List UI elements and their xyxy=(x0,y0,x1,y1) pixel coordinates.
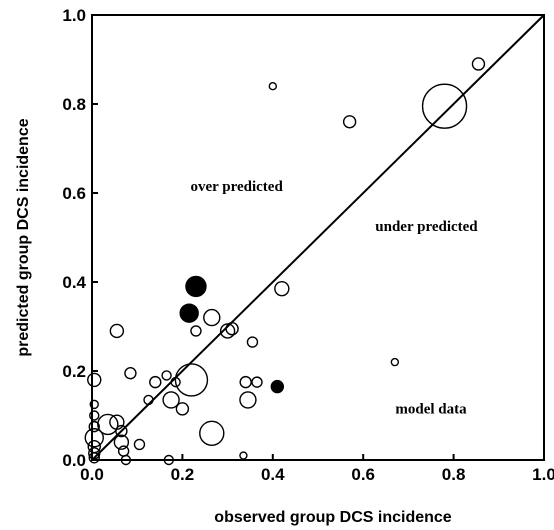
data-point xyxy=(89,410,100,421)
data-point xyxy=(251,376,263,388)
x-tick-label: 0.8 xyxy=(442,465,466,484)
data-point xyxy=(109,323,125,339)
data-point xyxy=(239,375,252,389)
x-tick-label: 0.2 xyxy=(171,465,195,484)
data-point xyxy=(225,322,239,336)
y-axis-label: predicted group DCS incidence xyxy=(15,118,32,356)
data-point xyxy=(162,391,180,409)
data-point xyxy=(88,447,101,460)
data-point xyxy=(89,399,99,410)
data-point xyxy=(88,420,100,433)
plot-frame xyxy=(91,14,545,461)
data-point xyxy=(124,367,137,380)
x-axis-label: observed group DCS incidence xyxy=(214,509,451,526)
filled-data-point xyxy=(270,379,285,394)
data-point xyxy=(203,308,221,327)
data-point xyxy=(190,325,202,337)
data-point xyxy=(97,413,119,436)
y-tick-label: 0.6 xyxy=(62,184,86,203)
y-tick-label: 0.0 xyxy=(62,451,86,470)
data-point xyxy=(268,81,277,91)
annotation-label: under predicted xyxy=(375,219,478,235)
data-point xyxy=(170,376,181,388)
annotation-label: model data xyxy=(395,401,467,417)
data-point xyxy=(88,452,100,464)
data-point xyxy=(239,391,257,409)
tick-labels: 0.0 0.2 0.4 0.6 0.8 1.0 0.0 0.2 0.4 0.6 0.8 1.0 xyxy=(62,6,554,484)
data-point xyxy=(163,454,175,466)
identity-line xyxy=(91,14,545,461)
data-point xyxy=(84,428,104,448)
x-tick-label: 0.0 xyxy=(80,465,104,484)
y-tick-label: 0.8 xyxy=(62,95,86,114)
x-tick-label: 1.0 xyxy=(532,465,554,484)
data-point xyxy=(421,83,468,129)
data-point xyxy=(113,434,130,450)
data-point xyxy=(161,370,172,381)
y-tick-label: 0.2 xyxy=(62,362,86,381)
data-point xyxy=(115,424,128,438)
data-point xyxy=(342,115,357,129)
data-point xyxy=(246,336,259,348)
x-tick-label: 0.6 xyxy=(351,465,375,484)
annotations: over predicted under predicted model data xyxy=(190,179,478,418)
data-point xyxy=(87,372,102,388)
x-tick-label: 0.4 xyxy=(261,465,285,484)
annotation-label: over predicted xyxy=(190,179,283,195)
data-point xyxy=(149,375,162,389)
data-point xyxy=(117,445,130,457)
data-point xyxy=(199,420,225,446)
data-point xyxy=(120,454,132,466)
data-point xyxy=(174,363,209,397)
data-point xyxy=(175,402,190,416)
data-point xyxy=(133,438,146,451)
y-tick-label: 1.0 xyxy=(62,6,86,25)
data-point xyxy=(239,451,248,460)
data-point xyxy=(143,394,154,406)
y-tick-label: 0.4 xyxy=(62,273,86,292)
filled-data-point xyxy=(179,303,199,323)
data-point xyxy=(390,357,400,367)
data-point xyxy=(471,57,486,71)
data-point xyxy=(274,280,290,297)
filled-data-point xyxy=(185,275,207,298)
data-points xyxy=(84,57,486,466)
